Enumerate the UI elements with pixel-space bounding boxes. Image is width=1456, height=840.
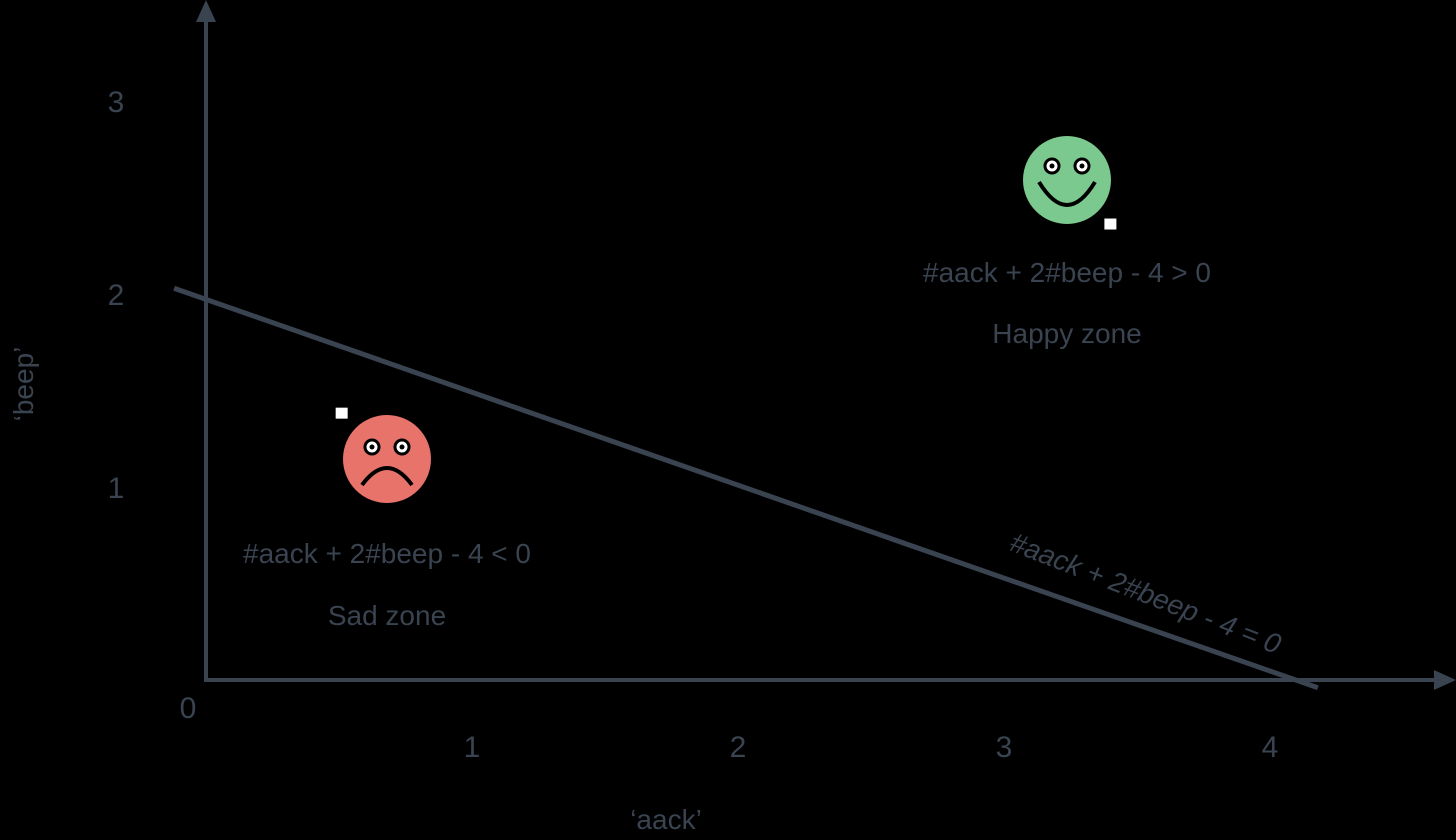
y-tick-labels: 1 2 3 <box>108 86 125 505</box>
sad-zone-label: Sad zone <box>328 600 446 631</box>
x-tick-labels: 1 2 3 4 <box>464 731 1279 764</box>
y-tick-label: 3 <box>108 86 125 119</box>
axes <box>196 0 1456 690</box>
sad-face-icon <box>343 415 431 503</box>
data-points <box>335 218 1117 419</box>
x-axis-arrow-icon <box>1434 670 1456 690</box>
decision-boundary-line <box>173 285 1319 691</box>
x-tick-label: 4 <box>1262 731 1279 764</box>
data-point <box>335 407 348 419</box>
y-axis-title: ‘beep’ <box>8 347 39 422</box>
sad-zone-condition: #aack + 2#beep - 4 < 0 <box>243 538 531 569</box>
data-point <box>1104 218 1117 230</box>
x-axis-title: ‘aack’ <box>630 804 702 835</box>
happy-zone-condition: #aack + 2#beep - 4 > 0 <box>923 257 1211 288</box>
x-tick-label: 1 <box>464 731 481 764</box>
x-tick-label: 3 <box>996 731 1013 764</box>
origin-label: 0 <box>180 692 197 725</box>
happy-zone-label: Happy zone <box>992 318 1141 349</box>
y-tick-label: 2 <box>108 279 125 312</box>
y-tick-label: 1 <box>108 472 125 505</box>
y-axis-arrow-icon <box>196 0 216 22</box>
happy-face-icon <box>1023 136 1111 224</box>
x-tick-label: 2 <box>730 731 747 764</box>
